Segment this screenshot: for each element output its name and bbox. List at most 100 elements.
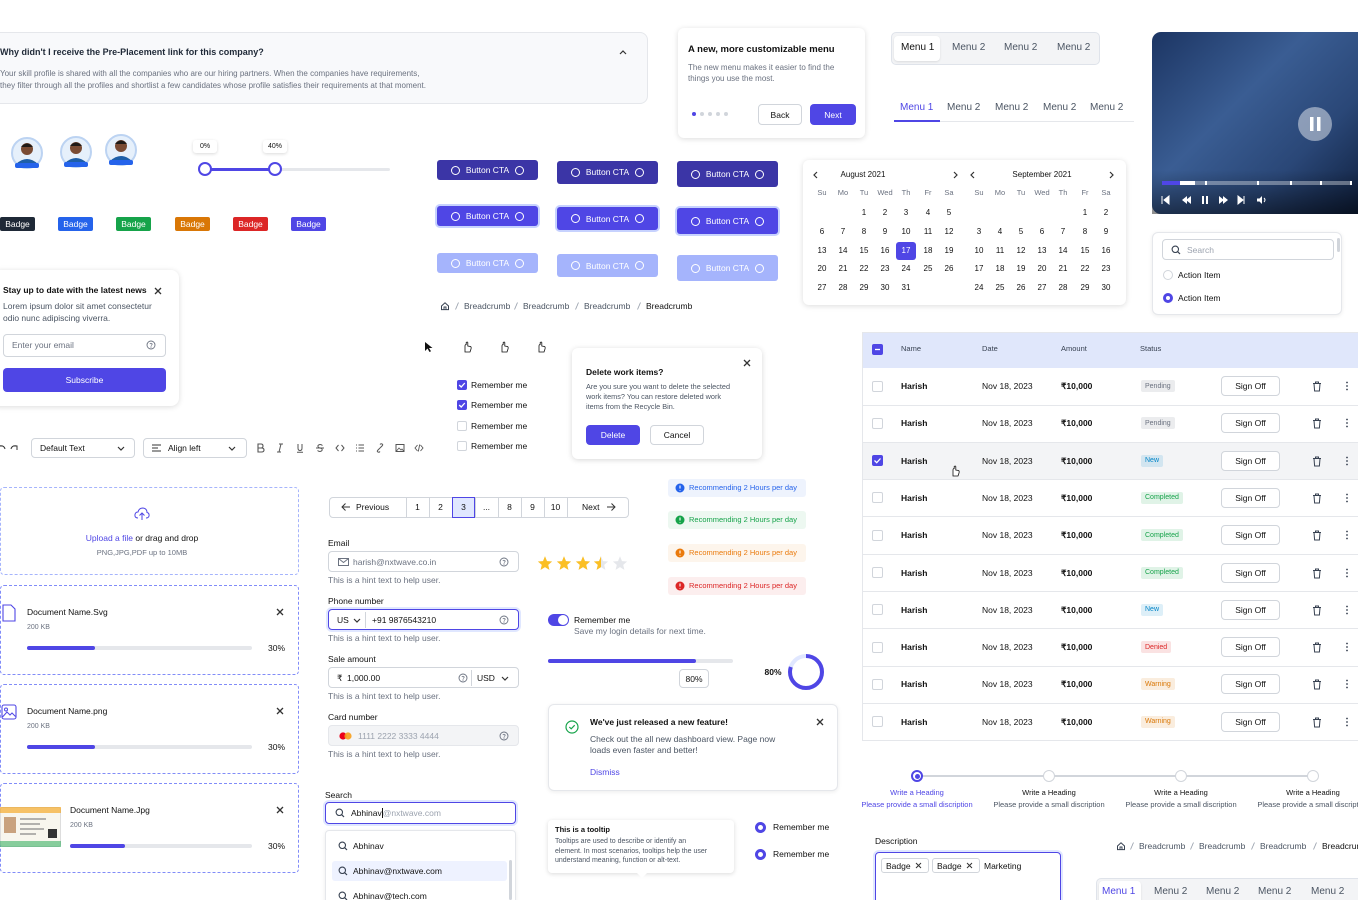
toolbar-icon[interactable] [275, 443, 285, 453]
field-hint: This is a hint text to help user. [328, 575, 441, 585]
field-input[interactable] [328, 551, 519, 572]
cta-button[interactable]: Button CTA [437, 160, 538, 180]
slider-knob[interactable] [198, 162, 212, 176]
toolbar-icon[interactable] [335, 443, 345, 453]
delete-icon[interactable] [1312, 456, 1322, 467]
more-icon[interactable] [1345, 381, 1349, 391]
cancel-button[interactable]: Cancel [650, 425, 704, 445]
subscribe-button[interactable]: Subscribe [3, 368, 166, 392]
delete-icon[interactable] [1312, 418, 1322, 429]
row-checkbox[interactable] [872, 455, 883, 467]
page-cell[interactable] [429, 497, 452, 518]
cta-button[interactable]: Button CTA [677, 161, 778, 187]
row-checkbox[interactable] [872, 604, 883, 616]
back-button[interactable]: Back [758, 104, 802, 125]
radio[interactable] [1163, 270, 1173, 280]
checkbox[interactable] [457, 380, 467, 390]
icon-part [10, 445, 18, 450]
toolbar-icon[interactable] [395, 443, 405, 453]
more-icon[interactable] [1345, 605, 1349, 615]
toolbar-icon[interactable] [414, 443, 424, 453]
cta-button[interactable]: Button CTA [677, 255, 778, 281]
row-checkbox[interactable] [872, 492, 883, 504]
delete-icon[interactable] [1312, 642, 1322, 653]
more-icon[interactable] [1345, 679, 1349, 689]
delete-icon[interactable] [1312, 717, 1322, 728]
page-cell[interactable] [475, 497, 498, 518]
row-checkbox[interactable] [872, 716, 883, 728]
slider-knob[interactable] [268, 162, 282, 176]
sign-off-button[interactable]: Sign Off [1221, 376, 1280, 396]
cta-button[interactable]: Button CTA [437, 253, 538, 273]
checkbox[interactable] [457, 441, 467, 451]
delete-icon[interactable] [1312, 381, 1322, 392]
radio[interactable] [755, 822, 766, 833]
page-cell[interactable] [406, 497, 429, 518]
search-field[interactable] [325, 802, 516, 824]
toolbar-icon[interactable] [355, 443, 365, 453]
cta-button[interactable]: Button CTA [557, 160, 658, 184]
cta-button[interactable]: Button CTA [677, 208, 778, 234]
tag-remove[interactable] [966, 862, 973, 869]
email-input[interactable] [3, 334, 166, 357]
more-icon[interactable] [1345, 493, 1349, 503]
page-cell[interactable] [544, 497, 567, 518]
alignment: Align left [168, 443, 201, 453]
sign-off-button[interactable]: Sign Off [1221, 525, 1280, 546]
text-style-select[interactable] [31, 438, 135, 458]
sign-off-button[interactable]: Sign Off [1221, 487, 1280, 508]
page-cell[interactable] [498, 497, 521, 518]
row-checkbox[interactable] [872, 380, 883, 392]
toolbar-icon[interactable] [375, 443, 385, 453]
cta-button[interactable]: Button CTA [557, 207, 658, 230]
more-icon[interactable] [1345, 642, 1349, 652]
sign-off-button[interactable]: Sign Off [1221, 562, 1280, 583]
delete-icon[interactable] [1312, 568, 1322, 579]
sign-off-button[interactable]: Sign Off [1221, 637, 1280, 658]
field-input[interactable] [328, 609, 519, 630]
field-input[interactable] [328, 725, 519, 746]
sign-off-button[interactable]: Sign Off [1221, 674, 1280, 695]
page-cell[interactable] [521, 497, 544, 518]
radio[interactable] [755, 849, 766, 860]
cta-button[interactable]: Button CTA [557, 254, 658, 277]
delete-icon[interactable] [1312, 679, 1322, 690]
row-checkbox[interactable] [872, 529, 883, 541]
sign-off-button[interactable]: Sign Off [1221, 711, 1280, 732]
more-icon[interactable] [1345, 717, 1349, 727]
more-icon[interactable] [1345, 530, 1349, 540]
delete-button[interactable]: Delete [586, 425, 640, 445]
row-checkbox[interactable] [872, 641, 883, 653]
dismiss-link[interactable]: Dismiss [590, 767, 620, 777]
page-cell[interactable] [452, 497, 475, 518]
more-icon[interactable] [1345, 456, 1349, 466]
search-input[interactable] [1162, 239, 1334, 260]
sign-off-button[interactable]: Sign Off [1221, 599, 1280, 620]
delete-icon[interactable] [1312, 493, 1322, 504]
delete-icon[interactable] [1312, 530, 1322, 541]
next-button[interactable]: Next [810, 104, 856, 125]
calendar-next [950, 170, 960, 180]
description-input[interactable] [875, 852, 1061, 900]
radio[interactable] [1163, 293, 1173, 303]
toolbar-icon[interactable] [255, 443, 265, 453]
sign-off-button[interactable]: Sign Off [1221, 413, 1280, 434]
row-checkbox[interactable] [872, 417, 883, 429]
row-checkbox[interactable] [872, 567, 883, 578]
more-icon[interactable] [1345, 568, 1349, 578]
toolbar-icon[interactable] [315, 443, 325, 453]
more-icon[interactable] [1345, 418, 1349, 428]
toolbar-icon[interactable] [295, 443, 305, 453]
field-input[interactable] [328, 667, 519, 688]
sign-off-button[interactable]: Sign Off [1221, 450, 1280, 471]
row-checkbox[interactable] [872, 678, 883, 690]
cta-button[interactable]: Button CTA [437, 206, 538, 226]
header-checkbox[interactable] [872, 344, 883, 355]
upload-zone[interactable] [0, 487, 299, 575]
checkbox[interactable] [457, 400, 467, 410]
tag-remove[interactable] [915, 862, 922, 869]
weekday: Sa [944, 188, 954, 197]
align-select[interactable] [143, 438, 247, 458]
checkbox[interactable] [457, 421, 467, 431]
delete-icon[interactable] [1312, 605, 1322, 616]
